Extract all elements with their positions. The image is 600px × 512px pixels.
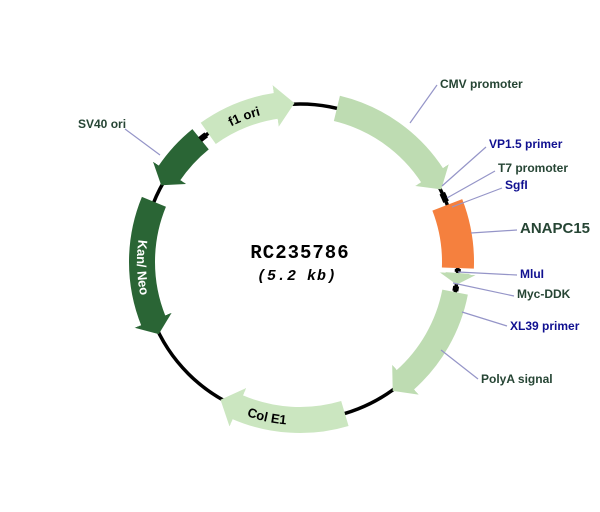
xl39-primer-label-leader-line [461, 311, 508, 327]
sgfi-site-label-leader-line [451, 187, 503, 208]
myc-ddk-label-leader-line [452, 282, 515, 297]
f1-ori-arc [200, 85, 295, 145]
vp15-primer-label: VP1.5 primer [489, 137, 563, 151]
feature-labels: CMV promoter VP1.5 primer T7 promoter SgfI A… [78, 77, 590, 386]
plasmid-size: (5.2 kb) [257, 268, 337, 285]
myc-ddk-label: Myc-DDK [517, 287, 571, 301]
site-tick [452, 285, 460, 292]
sv40-ori-label-leader-line [124, 128, 161, 156]
mlui-site-label: MluI [520, 267, 544, 281]
cmv-promoter-label-leader-line [409, 84, 438, 124]
site-ticks [198, 132, 461, 292]
cmv-promoter-label: CMV promoter [440, 77, 523, 91]
polya-signal-label-leader-line [440, 349, 479, 380]
polya-region-arc [392, 289, 468, 395]
polya-signal-label: PolyA signal [481, 372, 553, 386]
feature-arrows [129, 85, 476, 433]
sgfi-site-label: SgfI [505, 178, 528, 192]
t7-promoter-label: T7 promoter [498, 161, 568, 175]
site-tick [198, 132, 209, 142]
xl39-primer-label: XL39 primer [510, 319, 580, 333]
site-tick [439, 191, 449, 203]
anapc15-orf-arc [432, 199, 474, 269]
vp15-primer-label-leader-line [441, 146, 487, 187]
col-e1-arc [220, 388, 349, 433]
leader-lines [124, 84, 518, 380]
anapc15-label-leader-line [470, 229, 518, 234]
anapc15-label: ANAPC15 [520, 220, 590, 237]
mlui-site-label-leader-line [457, 271, 518, 276]
kan-neo-band-label: Kan/ Neo [134, 239, 152, 296]
kan-neo-arc [129, 196, 172, 335]
sv40-ori-label: SV40 ori [78, 117, 126, 131]
sv40-ori-arc [152, 129, 210, 186]
t7-promoter-label-leader-line [446, 170, 496, 199]
cmv-promoter-arc [333, 95, 449, 190]
plasmid-name: RC235786 [250, 242, 349, 264]
